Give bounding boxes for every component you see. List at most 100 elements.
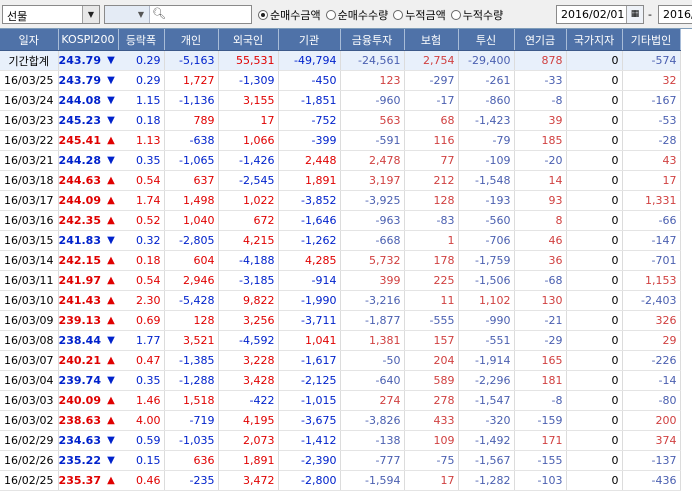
institution-cell: -1,646: [278, 210, 341, 231]
financial-invest-cell: -3,925: [340, 190, 405, 211]
start-date-field[interactable]: 2016/02/01 ▦: [556, 5, 644, 24]
column-header[interactable]: 기관: [278, 29, 341, 51]
change-cell: 0.18: [118, 250, 165, 271]
table-row[interactable]: 16/03/16 242.35 ▲ 0.52 1,040 672 -1,646 -963 -83…: [0, 210, 681, 231]
foreign-cell: 2,073: [218, 430, 279, 451]
investment-trust-cell: -860: [458, 90, 515, 111]
institution-cell: -914: [278, 270, 341, 291]
other-corp-cell: -167: [622, 90, 681, 111]
date-cell: 16/03/03: [0, 390, 59, 411]
table-row[interactable]: 16/03/25 243.79 ▼ 0.29 1,727 -1,309 -450 123 -29…: [0, 70, 681, 91]
column-header[interactable]: 연기금: [514, 29, 567, 51]
table-row[interactable]: 16/02/25 235.37 ▲ 0.46 -235 3,472 -2,800 -1,594…: [0, 470, 681, 491]
financial-invest-cell: -591: [340, 130, 405, 151]
table-row[interactable]: 기간합계 243.79 ▼ 0.29 -5,163 55,531 -49,794 -24,56…: [0, 50, 681, 71]
other-corp-cell: 1,153: [622, 270, 681, 291]
government-cell: 0: [566, 350, 623, 371]
financial-invest-cell: 5,732: [340, 250, 405, 271]
kospi200-cell: 238.44: [58, 330, 104, 351]
radio-circle-icon[interactable]: [450, 9, 461, 20]
table-row[interactable]: 16/02/26 235.22 ▼ 0.15 636 1,891 -2,390 -777 -75…: [0, 450, 681, 471]
table-row[interactable]: 16/03/10 241.43 ▲ 2.30 -5,428 9,822 -1,990 -3,2…: [0, 290, 681, 311]
pension-cell: 46: [514, 230, 567, 251]
date-cell: 16/02/29: [0, 430, 59, 451]
radio-option[interactable]: 누적수량: [450, 7, 503, 23]
date-cell: 16/03/10: [0, 290, 59, 311]
end-date-field[interactable]: 2016/0: [658, 5, 692, 24]
table-row[interactable]: 16/03/07 240.21 ▲ 0.47 -1,385 3,228 -1,617 -50 2…: [0, 350, 681, 371]
government-cell: 0: [566, 410, 623, 431]
column-header[interactable]: 국가지자: [566, 29, 623, 51]
individual-cell: -1,035: [164, 430, 219, 451]
pension-cell: 14: [514, 170, 567, 191]
government-cell: 0: [566, 170, 623, 191]
column-header[interactable]: 금융투자: [340, 29, 405, 51]
table-row[interactable]: 16/03/21 244.28 ▼ 0.35 -1,065 -1,426 2,448 2,47…: [0, 150, 681, 171]
table-row[interactable]: 16/02/29 234.63 ▼ 0.59 -1,035 2,073 -1,412 -138…: [0, 430, 681, 451]
financial-invest-cell: -1,594: [340, 470, 405, 491]
investment-trust-cell: -1,548: [458, 170, 515, 191]
date-cell: 16/02/26: [0, 450, 59, 471]
radio-circle-icon[interactable]: [258, 9, 268, 20]
column-header[interactable]: 개인: [164, 29, 219, 51]
investment-trust-cell: 1,102: [458, 290, 515, 311]
kospi200-cell: 243.79: [58, 70, 104, 91]
column-header[interactable]: 기타법인: [622, 29, 681, 51]
table-row[interactable]: 16/03/09 239.13 ▲ 0.69 128 3,256 -3,711 -1,877-…: [0, 310, 681, 331]
investment-trust-cell: -1,423: [458, 110, 515, 131]
table-row[interactable]: 16/03/08 238.44 ▼ 1.77 3,521 -4,592 1,041 1,381…: [0, 330, 681, 351]
search-box[interactable]: ▼ 🔍︎: [104, 5, 252, 24]
financial-invest-cell: -3,826: [340, 410, 405, 431]
table-row[interactable]: 16/03/15 241.83 ▼ 0.32 -2,805 4,215 -1,262 -668…: [0, 230, 681, 251]
pension-cell: -103: [514, 470, 567, 491]
table-row[interactable]: 16/03/22 245.41 ▲ 1.13 -638 1,066 -399 -591 116-…: [0, 130, 681, 151]
column-header[interactable]: 투신: [458, 29, 515, 51]
table-row[interactable]: 16/03/24 244.08 ▼ 1.15 -1,136 3,155 -1,851 -960…: [0, 90, 681, 111]
institution-cell: -2,125: [278, 370, 341, 391]
insurance-cell: 77: [404, 150, 459, 171]
date-range-separator: -: [648, 8, 652, 21]
individual-cell: 1,040: [164, 210, 219, 231]
date-cell: 16/03/09: [0, 310, 59, 331]
radio-circle-icon[interactable]: [325, 9, 336, 20]
radio-option[interactable]: 순매수금액: [258, 7, 321, 23]
kospi200-cell: 240.21: [58, 350, 104, 371]
insurance-cell: 278: [404, 390, 459, 411]
change-cell: 0.46: [118, 470, 165, 491]
institution-cell: -399: [278, 130, 341, 151]
kospi200-cell: 244.63: [58, 170, 104, 191]
table-row[interactable]: 16/03/02 238.63 ▲ 4.00 -719 4,195 -3,675 -3,826…: [0, 410, 681, 431]
search-icon[interactable]: 🔍︎: [152, 7, 166, 20]
market-select[interactable]: 선물 ▼: [2, 5, 100, 24]
financial-invest-cell: -960: [340, 90, 405, 111]
other-corp-cell: 200: [622, 410, 681, 431]
date-cell: 기간합계: [0, 50, 59, 71]
column-header[interactable]: 등락폭: [118, 29, 165, 51]
table-row[interactable]: 16/03/14 242.15 ▲ 0.18 604 -4,188 4,285 5,732 17…: [0, 250, 681, 271]
chevron-down-icon[interactable]: ▼: [82, 6, 99, 23]
column-header[interactable]: 보험: [404, 29, 459, 51]
investment-trust-cell: -109: [458, 150, 515, 171]
table-row[interactable]: 16/03/04 239.74 ▼ 0.35 -1,288 3,428 -2,125 -640…: [0, 370, 681, 391]
column-header[interactable]: 외국인: [218, 29, 279, 51]
table-row[interactable]: 16/03/18 244.63 ▲ 0.54 637 -2,545 1,891 3,197 21…: [0, 170, 681, 191]
institution-cell: -49,794: [278, 50, 341, 71]
table-row[interactable]: 16/03/23 245.23 ▼ 0.18 789 17 -752 563 68 -1,423 3…: [0, 110, 681, 131]
column-header[interactable]: 일자: [0, 29, 59, 51]
table-row[interactable]: 16/03/17 244.09 ▲ 1.74 1,498 1,022 -3,852 -3,92…: [0, 190, 681, 211]
search-type-select[interactable]: ▼: [105, 6, 150, 23]
change-cell: 0.54: [118, 170, 165, 191]
calendar-icon[interactable]: ▦: [626, 6, 643, 23]
individual-cell: 128: [164, 310, 219, 331]
table-row[interactable]: 16/03/11 241.97 ▲ 0.54 2,946 -3,185 -914 399 225…: [0, 270, 681, 291]
column-header[interactable]: KOSPI200: [58, 29, 119, 51]
institution-cell: -2,390: [278, 450, 341, 471]
radio-option[interactable]: 누적금액: [393, 7, 446, 23]
change-cell: 0.35: [118, 150, 165, 171]
radio-circle-icon[interactable]: [393, 9, 404, 20]
radio-option[interactable]: 순매수수량: [325, 7, 388, 23]
investment-trust-cell: -1,282: [458, 470, 515, 491]
table-row[interactable]: 16/03/03 240.09 ▲ 1.46 1,518 -422 -1,015 274 278…: [0, 390, 681, 411]
pension-cell: -155: [514, 450, 567, 471]
chevron-down-icon[interactable]: ▼: [137, 10, 145, 19]
